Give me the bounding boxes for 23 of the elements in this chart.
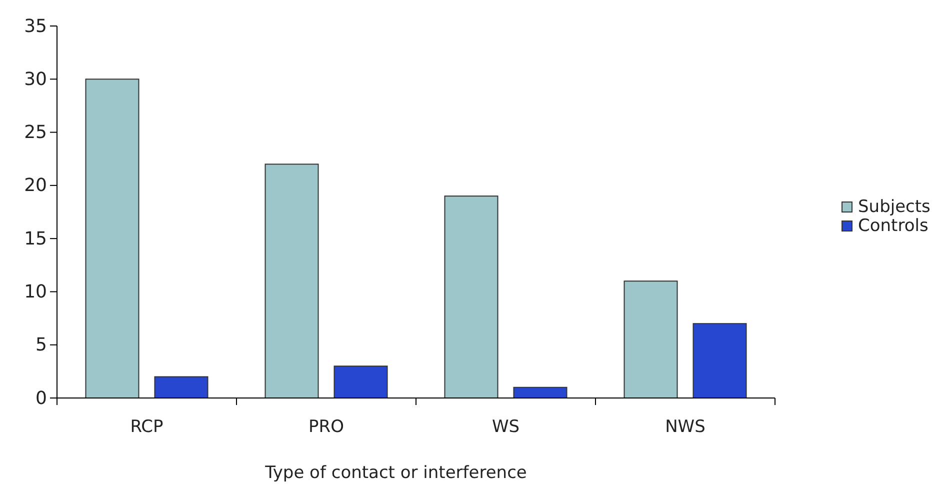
y-tick-label: 15: [24, 228, 47, 250]
x-tick-label: PRO: [308, 417, 344, 438]
x-tick-label: RCP: [130, 417, 164, 438]
legend-label: Subjects: [858, 197, 931, 217]
bar: [264, 164, 319, 398]
bar: [692, 323, 747, 398]
bar: [624, 280, 678, 398]
bar: [513, 386, 568, 398]
bar: [85, 78, 140, 398]
y-tick-label: 20: [24, 175, 47, 196]
y-tick-label: 35: [24, 16, 47, 37]
x-axis-title: Type of contact or interference: [264, 463, 527, 483]
legend-label: Controls: [858, 216, 928, 236]
y-tick-label: 5: [36, 334, 47, 356]
y-tick-label: 30: [24, 68, 47, 90]
y-tick-label: 10: [24, 281, 47, 302]
bar: [444, 196, 498, 398]
y-tick-label: 25: [24, 122, 47, 144]
y-tick-label: 0: [36, 388, 47, 409]
x-tick-label: WS: [492, 417, 520, 438]
bar: [154, 376, 208, 398]
bar: [334, 366, 388, 398]
x-tick-label: NWS: [665, 417, 706, 438]
